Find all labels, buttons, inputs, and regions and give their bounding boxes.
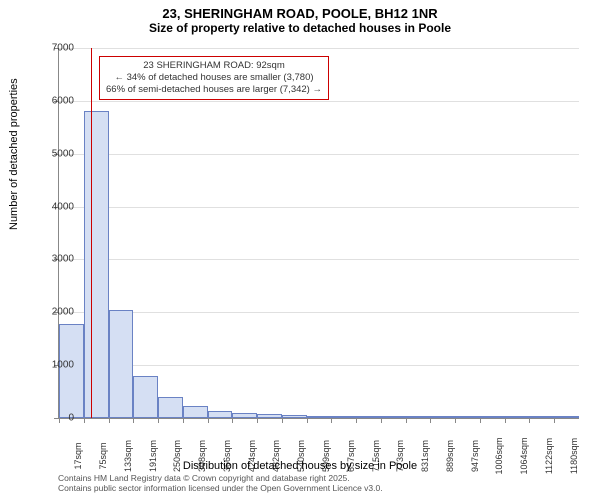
x-tick (430, 418, 431, 423)
histogram-bar (455, 416, 480, 418)
histogram-bar (554, 416, 579, 418)
histogram-bar (331, 416, 356, 418)
plot-area: 23 SHERINGHAM ROAD: 92sqm ← 34% of detac… (58, 48, 579, 419)
y-tick-label: 7000 (34, 43, 74, 54)
chart-title-main: 23, SHERINGHAM ROAD, POOLE, BH12 1NR (0, 0, 600, 21)
gridline (59, 154, 579, 155)
property-marker-line (91, 48, 92, 418)
y-tick-label: 2000 (34, 307, 74, 318)
histogram-bar (257, 414, 282, 418)
histogram-bar (282, 415, 307, 418)
y-tick-label: 1000 (34, 360, 74, 371)
x-tick (455, 418, 456, 423)
histogram-bar (406, 416, 431, 418)
x-tick (505, 418, 506, 423)
histogram-bar (59, 324, 84, 418)
x-axis-label: Distribution of detached houses by size … (0, 460, 600, 472)
x-tick (84, 418, 85, 423)
histogram-bar (505, 416, 530, 418)
x-tick (282, 418, 283, 423)
x-tick (356, 418, 357, 423)
y-tick-label: 3000 (34, 254, 74, 265)
gridline (59, 365, 579, 366)
y-axis-label: Number of detached properties (8, 78, 20, 230)
annotation-line3: 66% of semi-detached houses are larger (… (106, 84, 322, 96)
x-tick (208, 418, 209, 423)
histogram-bar (356, 416, 381, 418)
y-tick-label: 4000 (34, 201, 74, 212)
gridline (59, 312, 579, 313)
histogram-bar (430, 416, 455, 418)
x-tick (183, 418, 184, 423)
histogram-bar (381, 416, 406, 418)
x-tick (232, 418, 233, 423)
histogram-bar (529, 416, 554, 418)
histogram-bar (158, 397, 183, 418)
annotation-line1: 23 SHERINGHAM ROAD: 92sqm (106, 60, 322, 72)
x-tick (381, 418, 382, 423)
chart-container: 23, SHERINGHAM ROAD, POOLE, BH12 1NR Siz… (0, 0, 600, 500)
gridline (59, 259, 579, 260)
gridline (59, 207, 579, 208)
x-tick (406, 418, 407, 423)
x-tick (133, 418, 134, 423)
annotation-line2: ← 34% of detached houses are smaller (3,… (106, 72, 322, 84)
y-tick-label: 5000 (34, 148, 74, 159)
gridline (59, 101, 579, 102)
footer-line2: Contains public sector information licen… (58, 484, 383, 494)
histogram-bar (84, 111, 109, 418)
x-tick (158, 418, 159, 423)
chart-title-sub: Size of property relative to detached ho… (0, 21, 600, 35)
histogram-bar (109, 310, 134, 418)
histogram-bar (183, 406, 208, 418)
histogram-bar (133, 376, 158, 418)
x-tick (257, 418, 258, 423)
footer-attribution: Contains HM Land Registry data © Crown c… (58, 474, 383, 494)
histogram-bar (307, 416, 332, 418)
x-tick (109, 418, 110, 423)
y-tick-label: 0 (34, 413, 74, 424)
y-tick-label: 6000 (34, 95, 74, 106)
x-tick (307, 418, 308, 423)
x-tick (331, 418, 332, 423)
gridline (59, 48, 579, 49)
annotation-box: 23 SHERINGHAM ROAD: 92sqm ← 34% of detac… (99, 56, 329, 100)
x-tick (480, 418, 481, 423)
histogram-bar (232, 413, 257, 418)
histogram-bar (208, 411, 233, 418)
histogram-bar (480, 416, 505, 418)
x-tick (554, 418, 555, 423)
x-tick (529, 418, 530, 423)
